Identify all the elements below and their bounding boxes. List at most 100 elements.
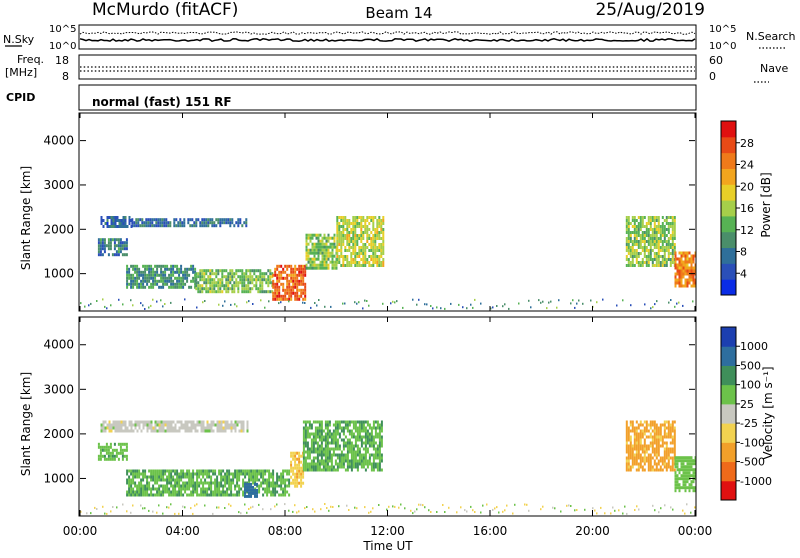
- echo-cell: [276, 294, 279, 298]
- echo-cell: [657, 447, 660, 451]
- echo-cell: [348, 234, 351, 237]
- echo-cell: [310, 462, 313, 466]
- echo-cell: [364, 228, 367, 231]
- echo-cell: [231, 284, 234, 288]
- echo-cell: [649, 426, 652, 430]
- echo-cell: [80, 510, 82, 513]
- echo-cell: [334, 444, 337, 448]
- echo-cell: [326, 444, 329, 448]
- echo-cell: [186, 279, 189, 283]
- echo-cell: [194, 279, 197, 283]
- echo-cell: [170, 503, 172, 506]
- echo-cell: [172, 279, 175, 283]
- echo-cell: [130, 264, 133, 268]
- echo-cell: [256, 482, 258, 486]
- echo-cell: [645, 264, 648, 267]
- echo-cell: [292, 472, 295, 476]
- echo-cell: [302, 270, 305, 274]
- echo-cell: [372, 234, 375, 237]
- echo-cell: [324, 462, 327, 466]
- echo-cell: [329, 260, 332, 264]
- echo-cell: [252, 472, 255, 476]
- echo-cell: [690, 260, 693, 264]
- echo-cell: [246, 488, 248, 492]
- echo-cell: [210, 423, 213, 427]
- echo-cell: [336, 234, 339, 237]
- echo-cell: [211, 218, 214, 222]
- echo-cell: [276, 478, 279, 482]
- echo-cell: [366, 246, 369, 249]
- echo-cell: [316, 429, 319, 433]
- echo-cell: [170, 279, 173, 283]
- echo-cell: [678, 257, 681, 261]
- echo-cell: [155, 218, 158, 222]
- echo-cell: [665, 234, 668, 237]
- echo-cell: [156, 472, 159, 476]
- echo-cell: [315, 248, 318, 252]
- echo-cell: [342, 243, 345, 246]
- echo-cell: [180, 487, 183, 491]
- echo-cell: [643, 246, 646, 249]
- echo-cell: [123, 241, 126, 245]
- echo-cell: [219, 278, 222, 282]
- echo-cell: [161, 224, 164, 228]
- echo-cell: [162, 484, 165, 488]
- echo-cell: [690, 486, 693, 490]
- echo-cell: [661, 423, 664, 427]
- echo-cell: [641, 258, 644, 261]
- echo-cell: [229, 287, 232, 291]
- echo-cell: [130, 481, 133, 485]
- echo-cell: [635, 432, 638, 436]
- echo-cell: [651, 264, 654, 267]
- echo-cell: [216, 493, 219, 497]
- echo-cell: [376, 435, 379, 439]
- echo-cell: [671, 246, 674, 249]
- echo-cell: [680, 254, 683, 258]
- x-tick-label: 00:00: [678, 524, 713, 538]
- echo-cell: [340, 249, 343, 252]
- echo-cell: [128, 481, 131, 485]
- noise-right-tick-top: 10^5: [709, 24, 736, 35]
- echo-cell: [141, 224, 144, 228]
- echo-cell: [326, 459, 329, 463]
- echo-cell: [236, 305, 238, 308]
- echo-cell: [338, 465, 341, 469]
- echo-cell: [368, 435, 371, 439]
- echo-cell: [308, 468, 311, 472]
- echo-cell: [182, 469, 185, 473]
- echo-cell: [195, 281, 198, 285]
- echo-cell: [631, 453, 634, 457]
- echo-cell: [224, 300, 226, 303]
- echo-cell: [302, 450, 305, 454]
- echo-cell: [324, 453, 327, 457]
- echo-cell: [130, 478, 133, 482]
- echo-cell: [148, 487, 151, 491]
- echo-cell: [103, 250, 106, 254]
- echo-cell: [350, 459, 353, 463]
- echo-cell: [237, 269, 240, 273]
- echo-cell: [214, 469, 217, 473]
- echo-cell: [356, 432, 359, 436]
- echo-cell: [278, 297, 281, 301]
- echo-cell: [248, 488, 250, 492]
- echo-cell: [112, 423, 115, 427]
- echo-cell: [290, 454, 293, 458]
- echo-cell: [625, 429, 628, 433]
- echo-cell: [358, 450, 361, 454]
- echo-cell: [673, 426, 676, 430]
- echo-cell: [340, 231, 343, 234]
- echo-cell: [315, 236, 318, 240]
- echo-cell: [627, 435, 630, 439]
- echo-cell: [633, 249, 636, 252]
- echo-cell: [136, 282, 139, 286]
- echo-cell: [637, 240, 640, 243]
- echo-cell: [332, 438, 335, 442]
- echo-cell: [113, 244, 116, 248]
- echo-cell: [669, 465, 672, 469]
- echo-cell: [111, 454, 114, 458]
- echo-cell: [416, 508, 418, 511]
- echo-cell: [657, 240, 660, 243]
- echo-cell: [342, 432, 345, 436]
- echo-cell: [134, 426, 137, 430]
- echo-cell: [625, 435, 628, 439]
